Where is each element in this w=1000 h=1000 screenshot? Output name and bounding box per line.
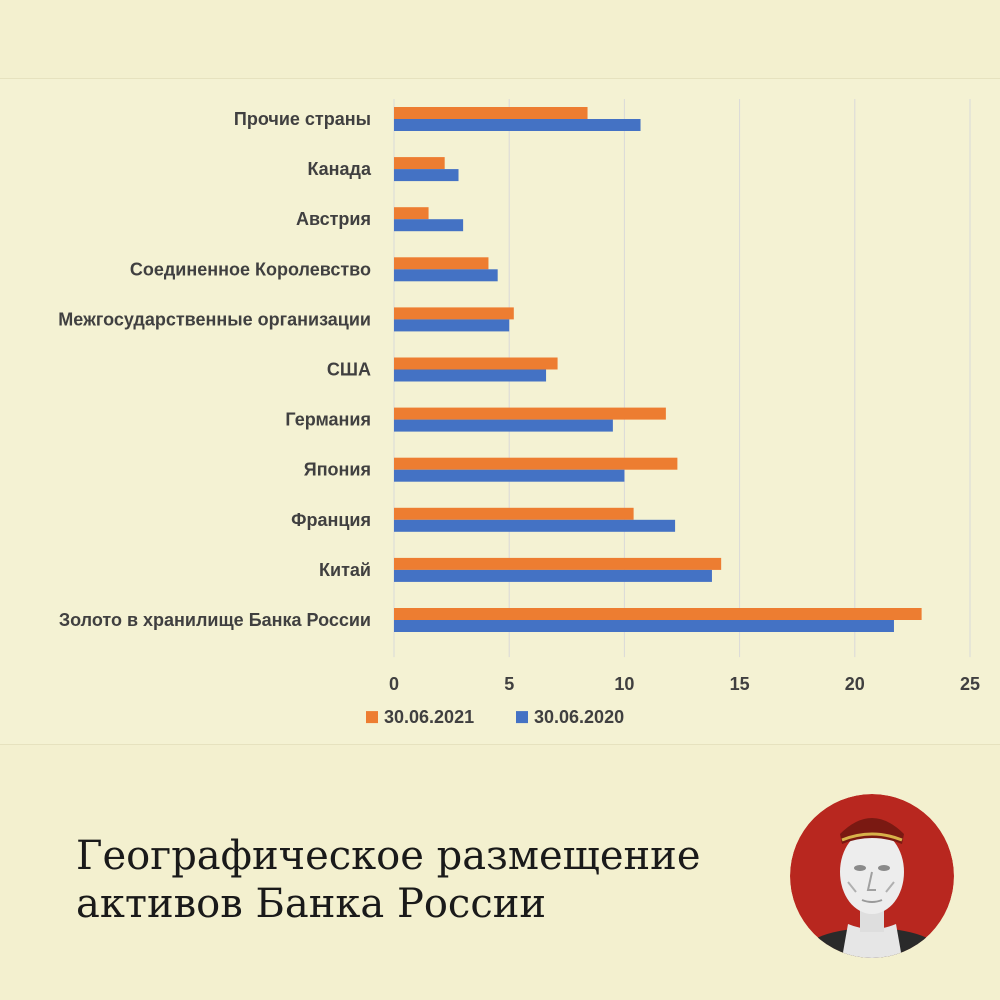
bar xyxy=(394,207,429,220)
bar xyxy=(394,357,558,370)
caption-line-2: активов Банка России xyxy=(76,881,547,927)
chart-panel: 0 5 10 15 20 25 Прочие страны Канада Австрия Соед… xyxy=(0,78,1000,745)
bar xyxy=(394,419,613,432)
bar xyxy=(394,107,588,119)
category-label: США xyxy=(327,360,371,380)
x-tick-label: 20 xyxy=(845,674,865,694)
bar xyxy=(394,269,498,282)
x-tick-label: 15 xyxy=(730,674,750,694)
category-label: Межгосударственные организации xyxy=(58,309,371,329)
category-label: Франция xyxy=(291,510,371,530)
bar xyxy=(394,219,464,232)
x-tick-label: 5 xyxy=(504,674,514,694)
bar xyxy=(394,119,641,131)
x-tick-label: 0 xyxy=(389,674,399,694)
bar xyxy=(394,519,676,532)
bar xyxy=(394,407,666,420)
legend-label: 30.06.2020 xyxy=(534,707,624,727)
x-tick-label: 25 xyxy=(960,674,980,694)
legend-label: 30.06.2021 xyxy=(384,707,474,727)
bar xyxy=(394,457,678,470)
bar xyxy=(394,369,547,382)
legend-swatch xyxy=(366,711,378,724)
category-label: Австрия xyxy=(296,209,371,229)
category-label: Китай xyxy=(319,560,371,580)
caption: Географическое размещение активов Банка … xyxy=(76,832,701,928)
bar xyxy=(394,507,634,520)
x-tick-label: 10 xyxy=(614,674,634,694)
bar xyxy=(394,469,625,482)
category-label: Канада xyxy=(307,159,372,179)
category-label: Золото в хранилище Банка России xyxy=(59,610,371,630)
category-label: Соединенное Королевство xyxy=(130,259,371,279)
bar xyxy=(394,608,922,620)
bar xyxy=(394,569,712,582)
bar xyxy=(394,169,459,182)
caption-line-1: Географическое размещение xyxy=(76,833,701,879)
bar xyxy=(394,620,894,632)
bar xyxy=(394,157,445,170)
category-label: Япония xyxy=(304,460,371,480)
avatar xyxy=(790,794,954,958)
bar xyxy=(394,257,489,270)
bar xyxy=(394,319,510,332)
legend-swatch xyxy=(516,711,528,724)
category-label: Прочие страны xyxy=(234,109,371,129)
bar xyxy=(394,557,722,570)
bust-portrait-icon xyxy=(790,794,954,958)
category-label: Германия xyxy=(285,410,371,430)
bar-chart: 0 5 10 15 20 25 Прочие страны Канада Австрия Соед… xyxy=(58,99,980,727)
bar xyxy=(394,307,514,320)
